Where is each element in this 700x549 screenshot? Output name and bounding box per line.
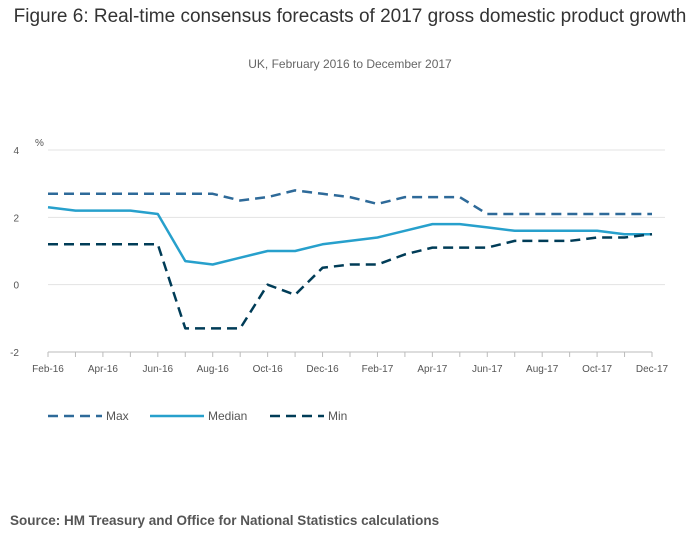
series-line-max <box>48 189 652 216</box>
y-tick-label: -2 <box>10 348 19 359</box>
series-line-min <box>48 232 653 330</box>
x-tick-label: Aug-17 <box>526 364 559 375</box>
y-tick-label: 0 <box>13 281 19 292</box>
x-tick-label: Oct-17 <box>582 364 612 375</box>
series-lines <box>47 189 653 330</box>
x-tick-label: Aug-16 <box>197 364 230 375</box>
chart-subtitle: UK, February 2016 to December 2017 <box>248 57 452 71</box>
x-tick-label: Feb-16 <box>32 364 64 375</box>
x-tick-label: Jun-16 <box>143 364 174 375</box>
x-axis: Feb-16 Apr-16 Jun-16 Aug-16 Oct-16 Dec-16 Feb-… <box>32 352 669 375</box>
x-tick-label: Feb-17 <box>362 364 394 375</box>
x-tick-label: Jun-17 <box>472 364 503 375</box>
y-tick-label: 2 <box>13 213 19 224</box>
x-tick-label: Dec-17 <box>636 364 669 375</box>
x-tick-label: Dec-16 <box>306 364 339 375</box>
grid-lines <box>48 149 665 286</box>
legend-label-max: Max <box>106 409 129 423</box>
legend: Max Median Min <box>48 409 347 423</box>
y-tick-label: 4 <box>13 146 19 157</box>
x-tick-label: Apr-16 <box>88 364 118 375</box>
chart-title: Figure 6: Real-time consensus forecasts … <box>13 6 687 27</box>
x-tick-label: Apr-17 <box>417 364 447 375</box>
legend-label-median: Median <box>208 409 247 423</box>
legend-label-min: Min <box>328 409 347 423</box>
source-note: Source: HM Treasury and Office for Natio… <box>10 513 440 528</box>
series-line-median <box>47 205 652 266</box>
x-tick-label: Oct-16 <box>253 364 283 375</box>
y-axis: 4 2 0 -2 <box>10 146 19 359</box>
y-axis-label: % <box>35 138 44 149</box>
